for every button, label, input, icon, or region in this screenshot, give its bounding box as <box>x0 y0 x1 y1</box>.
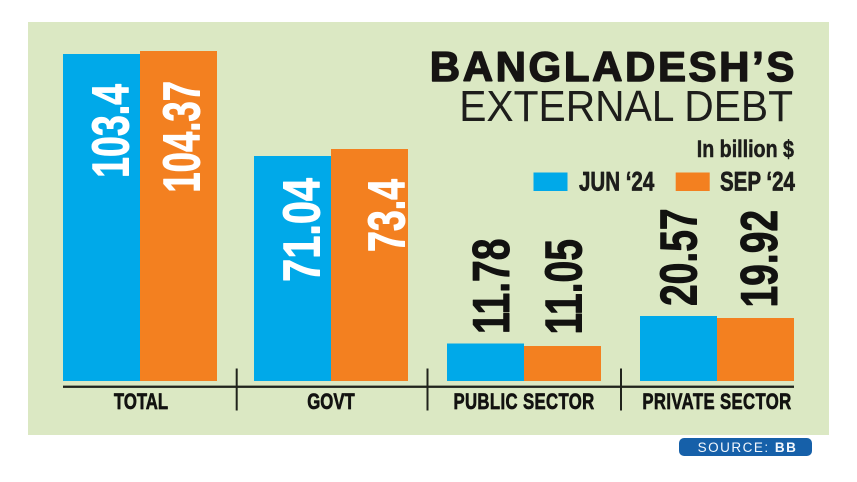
svg-text:20.57: 20.57 <box>649 208 708 306</box>
svg-text:103.4: 103.4 <box>81 84 140 178</box>
svg-text:GOVT: GOVT <box>307 390 354 415</box>
svg-text:TOTAL: TOTAL <box>114 390 168 415</box>
svg-text:EXTERNAL DEBT: EXTERNAL DEBT <box>459 81 793 130</box>
svg-text:BANGLADESH’S: BANGLADESH’S <box>430 43 797 90</box>
svg-text:11.78: 11.78 <box>462 239 521 334</box>
svg-text:11.05: 11.05 <box>534 239 593 334</box>
svg-text:In billion $: In billion $ <box>697 135 794 162</box>
svg-text:PRIVATE SECTOR: PRIVATE SECTOR <box>642 390 791 415</box>
svg-text:71.04: 71.04 <box>272 178 331 282</box>
svg-text:104.37: 104.37 <box>152 81 211 193</box>
svg-text:19.92: 19.92 <box>730 210 789 308</box>
svg-text:JUN ‘24: JUN ‘24 <box>579 167 655 197</box>
svg-text:PUBLIC SECTOR: PUBLIC SECTOR <box>453 390 594 415</box>
svg-text:SEP ‘24: SEP ‘24 <box>720 167 795 197</box>
svg-text:73.4: 73.4 <box>357 179 416 252</box>
svg-text:SOURCE: BB: SOURCE: BB <box>698 440 798 455</box>
